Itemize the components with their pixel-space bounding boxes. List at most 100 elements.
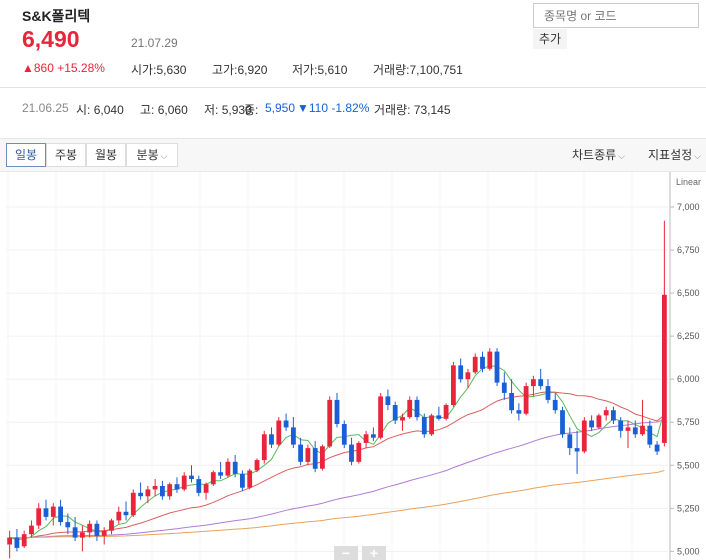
- candle: [203, 482, 209, 500]
- zoom-in-button[interactable]: +: [362, 546, 386, 560]
- low-price: 저가:5,610: [292, 63, 348, 77]
- zoom-out-button[interactable]: −: [334, 546, 358, 560]
- candle: [50, 503, 56, 526]
- y-tick-label: 6,000: [677, 374, 700, 384]
- candle: [465, 368, 471, 388]
- candle: [371, 427, 376, 442]
- candle: [647, 420, 653, 449]
- candle: [109, 518, 114, 535]
- candle: [596, 413, 602, 430]
- ma-line-60: [9, 418, 665, 539]
- candle: [574, 430, 580, 474]
- open-price: 시가:5,630: [131, 63, 187, 77]
- stock-header: S&K폴리텍 6,490 21.07.29 ▲860 +15.28% 시가:5,…: [0, 0, 706, 88]
- candle: [662, 220, 667, 447]
- candle: [487, 348, 493, 371]
- candle: [567, 427, 573, 455]
- add-button[interactable]: 추가: [533, 29, 567, 49]
- candle: [501, 372, 507, 400]
- volume-label: 거래량: [373, 63, 407, 77]
- price-change: ▲860 +15.28%: [22, 61, 105, 75]
- candle: [130, 489, 136, 517]
- candle: [14, 529, 20, 552]
- candle: [618, 417, 624, 438]
- scale-label: Linear: [676, 177, 701, 187]
- chart-toolbar: 일봉 주봉 월봉 분봉 ⌵ 차트종류 ⌵ 지표설정 ⌵: [0, 138, 706, 172]
- moving-average-lines: [9, 365, 665, 541]
- candle: [538, 368, 544, 390]
- candle: [341, 420, 347, 449]
- candle: [276, 417, 282, 447]
- candle: [589, 415, 594, 431]
- candle: [312, 441, 318, 473]
- candle: [400, 413, 405, 431]
- candle: [654, 441, 660, 455]
- y-tick-label: 6,750: [677, 245, 700, 255]
- candle: [138, 482, 143, 500]
- candle: [94, 520, 100, 542]
- candle: [472, 353, 478, 375]
- tab-monthly[interactable]: 월봉: [86, 143, 126, 167]
- candle: [363, 430, 369, 449]
- previous-day-row: 21.06.25 시: 6,040 고: 6,060 저: 5,930 종: 5…: [0, 101, 706, 121]
- candle: [116, 506, 122, 524]
- y-tick-label: 6,250: [677, 331, 700, 341]
- candle: [58, 499, 63, 526]
- candle: [327, 396, 333, 449]
- candle: [87, 520, 93, 538]
- candle: [7, 530, 12, 559]
- candle: [611, 406, 616, 424]
- candle: [232, 454, 238, 478]
- candle: [152, 479, 158, 497]
- ma-line-120: [9, 470, 665, 539]
- candlestick-chart[interactable]: Linear 7,000 6,750 6,500 6,250 6,000 5,750 5,50…: [0, 172, 706, 560]
- prev-high: 고: 6,060: [140, 103, 188, 117]
- y-tick-label: 5,500: [677, 460, 700, 470]
- candle: [625, 420, 631, 449]
- prev-low: 저: 5,930: [204, 103, 252, 117]
- chart-grid: [6, 172, 668, 560]
- candle: [509, 379, 514, 414]
- candle: [436, 406, 442, 421]
- candle: [174, 477, 180, 493]
- chart-type-dropdown[interactable]: 차트종류 ⌵: [572, 146, 625, 163]
- candle: [254, 458, 260, 473]
- candle: [392, 401, 398, 424]
- tab-weekly[interactable]: 주봉: [46, 143, 86, 167]
- stock-search-input[interactable]: [533, 3, 699, 28]
- candle: [640, 399, 645, 437]
- candle: [334, 392, 340, 428]
- price-date: 21.07.29: [131, 36, 178, 50]
- candle: [560, 406, 565, 438]
- candle: [523, 382, 529, 416]
- candle: [581, 417, 587, 454]
- chevron-down-icon: ⌵: [160, 151, 168, 161]
- ma-line-5: [9, 365, 665, 541]
- candle: [429, 413, 434, 437]
- candle: [189, 465, 194, 483]
- open-label: 시가: [131, 63, 154, 77]
- candle: [261, 430, 267, 464]
- indicator-settings-label: 지표설정: [648, 148, 693, 162]
- indicator-settings-dropdown[interactable]: 지표설정 ⌵: [648, 146, 701, 163]
- ma-line-20: [9, 391, 665, 539]
- candle: [269, 427, 274, 449]
- candle: [443, 403, 449, 421]
- candle: [29, 520, 34, 538]
- y-axis: Linear 7,000 6,750 6,500 6,250 6,000 5,750 5,50…: [669, 172, 701, 560]
- high-label: 고가: [212, 63, 235, 77]
- candle: [181, 472, 187, 492]
- candle: [480, 351, 485, 373]
- candle: [218, 461, 223, 480]
- prev-volume: 거래량: 73,145: [374, 103, 451, 117]
- candle: [167, 482, 173, 500]
- tab-minute[interactable]: 분봉 ⌵: [126, 143, 178, 167]
- candle: [545, 379, 551, 404]
- tab-daily[interactable]: 일봉: [6, 143, 46, 167]
- candle: [240, 470, 245, 492]
- y-tick-label: 6,500: [677, 288, 700, 298]
- candle: [552, 392, 558, 414]
- header-divider: [0, 87, 706, 88]
- current-price: 6,490: [22, 26, 80, 52]
- y-tick-label: 5,000: [677, 546, 700, 556]
